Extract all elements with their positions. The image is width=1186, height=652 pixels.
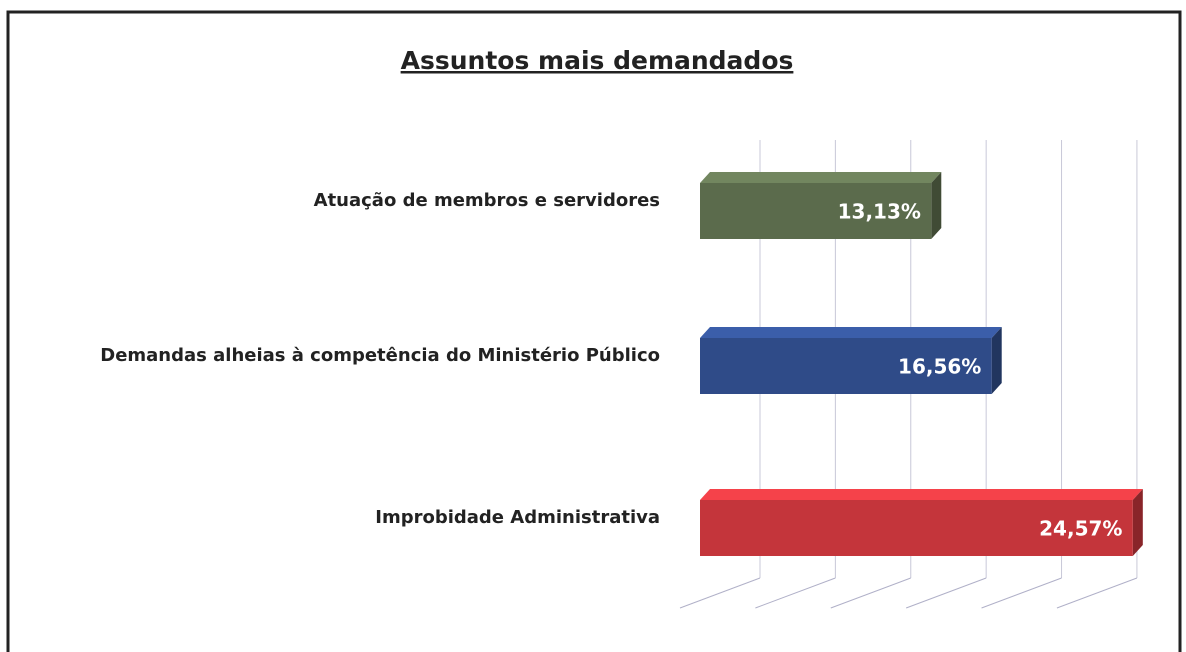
bar <box>700 172 942 239</box>
bar-front <box>700 183 932 239</box>
bar-front <box>700 338 992 394</box>
bar-top <box>700 327 1002 338</box>
floor-line <box>905 577 987 609</box>
value-label: 16,56% <box>898 355 981 379</box>
category-label: Improbidade Administrativa <box>375 507 660 528</box>
floor-line <box>981 577 1062 609</box>
value-label: 24,57% <box>1039 517 1122 541</box>
value-label: 13,13% <box>838 200 921 224</box>
floor-line <box>679 577 761 609</box>
bar-side <box>1132 489 1143 556</box>
floor-line <box>1056 577 1138 609</box>
chart-title: Assuntos mais demandados <box>401 46 794 75</box>
bar-side <box>931 172 942 239</box>
bar-top <box>700 489 1143 500</box>
bar-front <box>700 500 1133 556</box>
bar-side <box>991 327 1002 394</box>
floor-line <box>830 577 911 609</box>
bar <box>700 327 1002 394</box>
bar <box>700 489 1143 556</box>
category-label: Atuação de membros e servidores <box>314 190 660 211</box>
bar-top <box>700 172 942 183</box>
floor-line <box>755 577 836 609</box>
category-label: Demandas alheias à competência do Minist… <box>100 345 660 366</box>
